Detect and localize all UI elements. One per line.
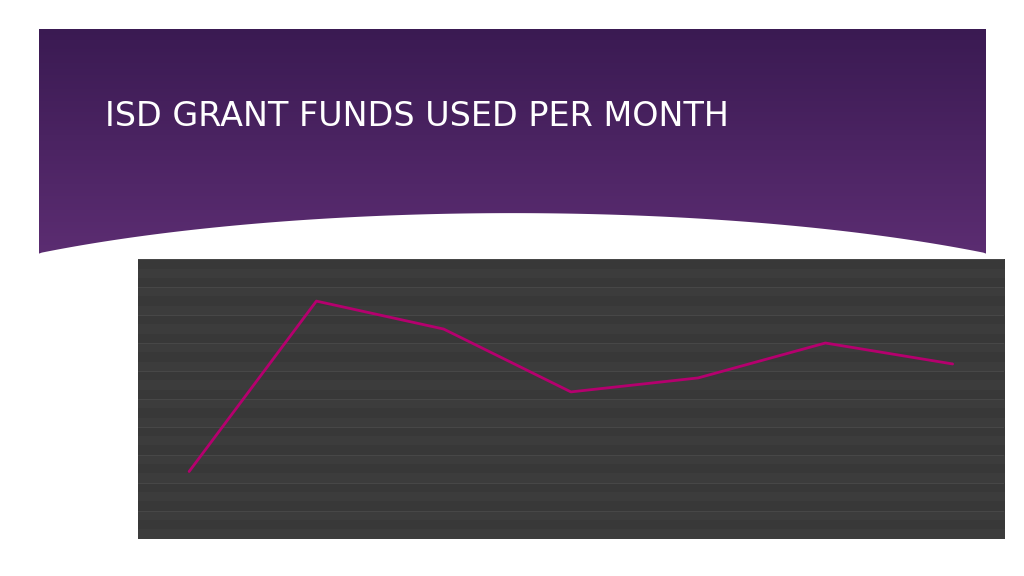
Polygon shape <box>39 213 986 356</box>
Title: ISD GRANT FUNDS USED: ISD GRANT FUNDS USED <box>447 237 694 255</box>
Text: ISD GRANT FUNDS USED PER MONTH: ISD GRANT FUNDS USED PER MONTH <box>105 100 729 133</box>
